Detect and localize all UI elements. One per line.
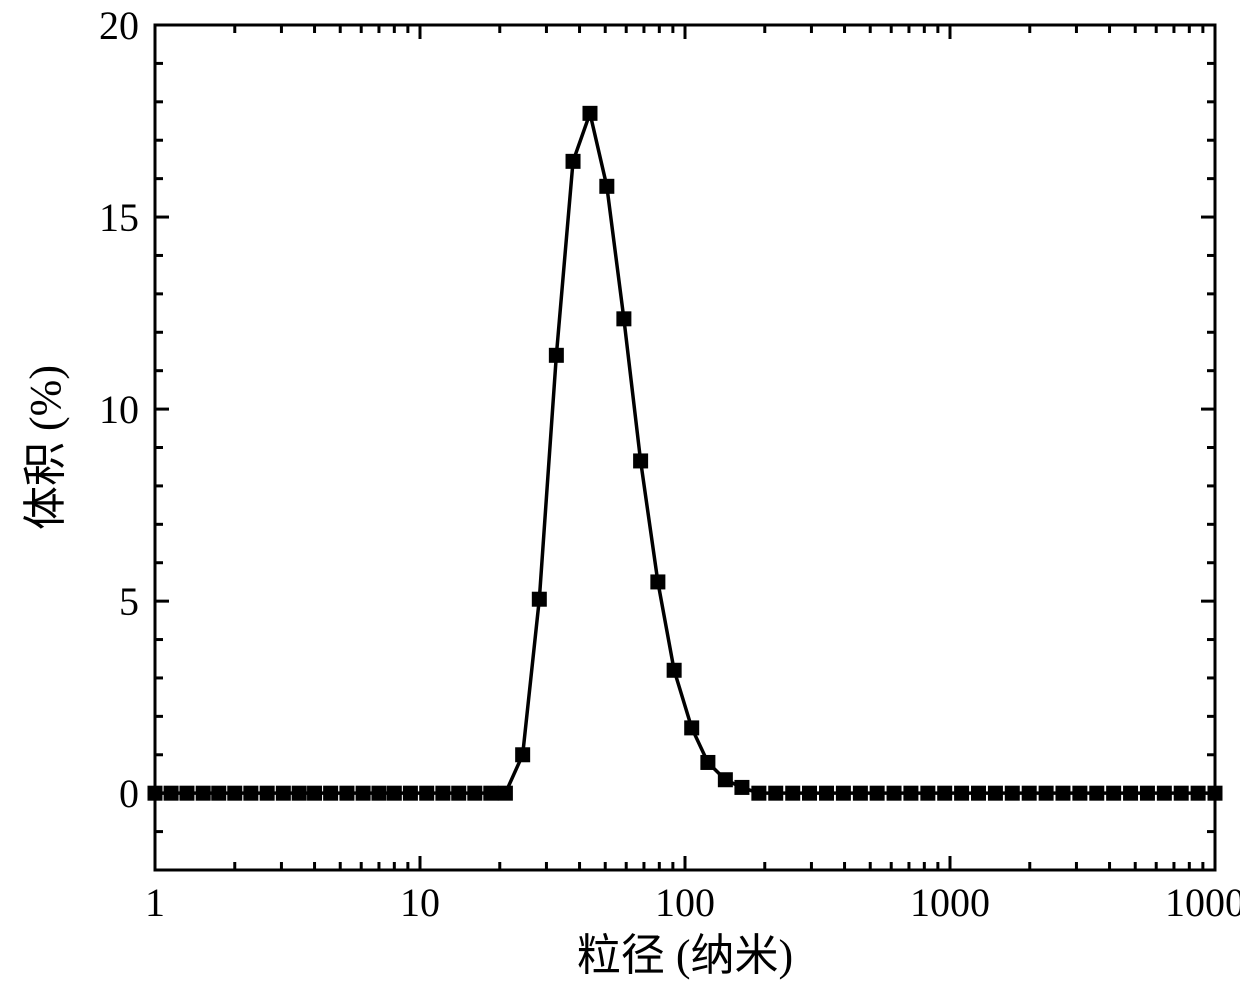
- series-marker: [1191, 786, 1205, 800]
- series-marker: [340, 786, 354, 800]
- series-marker: [260, 786, 274, 800]
- series-marker: [468, 786, 482, 800]
- y-axis-label: 体积 (%): [21, 365, 70, 530]
- series-marker: [292, 786, 306, 800]
- series-marker: [651, 575, 665, 589]
- series-line: [155, 113, 1215, 793]
- series-marker: [498, 786, 512, 800]
- series-marker: [356, 786, 370, 800]
- series-marker: [276, 786, 290, 800]
- series-marker: [1090, 786, 1104, 800]
- y-axis-ticks: 0 5 10 15 20: [99, 3, 1215, 870]
- y-tick-label: 15: [99, 195, 139, 240]
- series-marker: [955, 786, 969, 800]
- particle-size-chart: 1 10 100 1000 10000 0 5 10 15 20 体积 (%) 粒径 (纳米): [0, 0, 1240, 1003]
- series-marker: [180, 786, 194, 800]
- chart-svg: 1 10 100 1000 10000 0 5 10 15 20 体积 (%) 粒径 (纳米): [0, 0, 1240, 1003]
- series-marker: [820, 786, 834, 800]
- series-marker: [532, 592, 546, 606]
- series-marker: [452, 786, 466, 800]
- series-marker: [148, 786, 162, 800]
- series-marker: [904, 786, 918, 800]
- series-marker: [617, 312, 631, 326]
- series-marker: [308, 786, 322, 800]
- series-group: [148, 106, 1222, 800]
- series-marker: [1174, 786, 1188, 800]
- series-marker: [853, 786, 867, 800]
- plot-frame: [155, 25, 1215, 870]
- series-marker: [887, 786, 901, 800]
- series-marker: [1157, 786, 1171, 800]
- series-marker: [600, 179, 614, 193]
- series-marker: [436, 786, 450, 800]
- y-tick-label: 0: [119, 771, 139, 816]
- series-marker: [803, 786, 817, 800]
- series-marker: [735, 780, 749, 794]
- x-tick-label: 1000: [910, 880, 990, 925]
- series-marker: [549, 348, 563, 362]
- x-tick-label: 10000: [1165, 880, 1240, 925]
- series-marker: [988, 786, 1002, 800]
- series-marker: [972, 786, 986, 800]
- series-marker: [1039, 786, 1053, 800]
- series-marker: [938, 786, 952, 800]
- series-marker: [752, 786, 766, 800]
- series-marker: [1107, 786, 1121, 800]
- series-marker: [196, 786, 210, 800]
- x-tick-label: 10: [400, 880, 440, 925]
- series-marker: [516, 748, 530, 762]
- series-marker: [685, 721, 699, 735]
- y-tick-label: 5: [119, 579, 139, 624]
- y-tick-label: 10: [99, 387, 139, 432]
- series-marker: [921, 786, 935, 800]
- series-marker: [1124, 786, 1138, 800]
- series-marker: [718, 773, 732, 787]
- x-axis-label: 粒径 (纳米): [577, 931, 793, 980]
- series-marker: [870, 786, 884, 800]
- series-marker: [1140, 786, 1154, 800]
- x-tick-label: 1: [145, 880, 165, 925]
- series-marker: [228, 786, 242, 800]
- series-marker: [1056, 786, 1070, 800]
- series-marker: [484, 786, 498, 800]
- series-marker: [164, 786, 178, 800]
- series-marker: [403, 786, 417, 800]
- y-tick-label: 20: [99, 3, 139, 48]
- series-marker: [372, 786, 386, 800]
- series-marker: [836, 786, 850, 800]
- series-marker: [1073, 786, 1087, 800]
- series-marker: [212, 786, 226, 800]
- series-marker: [769, 786, 783, 800]
- series-marker: [244, 786, 258, 800]
- series-marker: [583, 106, 597, 120]
- series-marker: [667, 663, 681, 677]
- series-marker: [1005, 786, 1019, 800]
- series-marker: [1022, 786, 1036, 800]
- series-marker: [1208, 786, 1222, 800]
- series-marker: [420, 786, 434, 800]
- series-marker: [566, 154, 580, 168]
- series-marker: [634, 454, 648, 468]
- series-marker: [387, 786, 401, 800]
- x-tick-label: 100: [655, 880, 715, 925]
- series-marker: [324, 786, 338, 800]
- series-marker: [701, 755, 715, 769]
- series-marker: [786, 786, 800, 800]
